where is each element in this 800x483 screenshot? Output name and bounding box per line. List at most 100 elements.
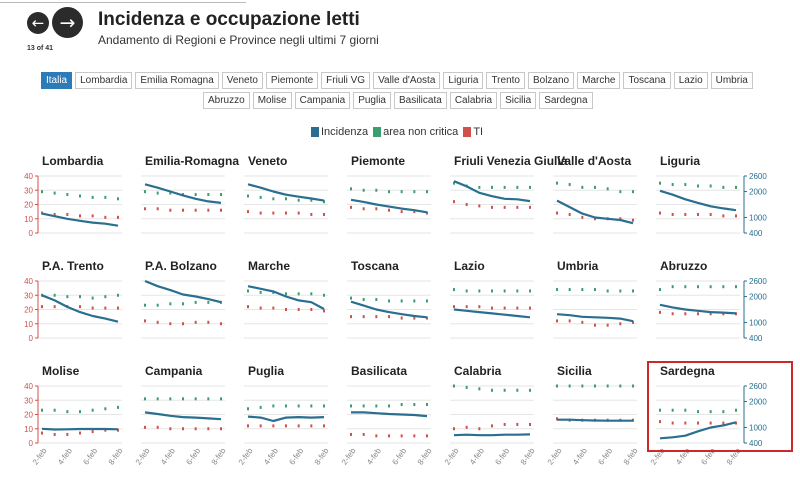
top-rule bbox=[0, 2, 246, 3]
incidenza-line bbox=[247, 285, 325, 310]
panel-title: Veneto bbox=[248, 154, 287, 168]
panel-title: Sicilia bbox=[557, 364, 592, 378]
incidenza-line bbox=[659, 421, 737, 440]
x-axis-tick-label: 8-feb bbox=[107, 446, 125, 467]
tab-piemonte[interactable]: Piemonte bbox=[265, 72, 319, 89]
panel-title: Basilicata bbox=[351, 364, 407, 378]
page-title: Incidenza e occupazione letti bbox=[98, 9, 360, 30]
x-axis-tick-label: 2-feb bbox=[31, 446, 49, 467]
x-axis-tick-label: 4-feb bbox=[468, 446, 486, 467]
panel-title: Emilia-Romagna bbox=[145, 154, 239, 168]
tab-basilicata[interactable]: Basilicata bbox=[394, 92, 447, 109]
panel-title: Lombardia bbox=[42, 154, 104, 168]
legend-label: area non critica bbox=[383, 126, 459, 138]
tab-sicilia[interactable]: Sicilia bbox=[500, 92, 537, 109]
x-axis-tick-label: 6-feb bbox=[81, 446, 99, 467]
tab-bolzano[interactable]: Bolzano bbox=[527, 72, 575, 89]
x-axis-tick-label: 8-feb bbox=[313, 446, 331, 467]
x-axis-tick-label: 6-feb bbox=[184, 446, 202, 467]
left-axis-tick-label: 30 bbox=[24, 291, 33, 300]
tab-friuli-vg[interactable]: Friuli VG bbox=[321, 72, 371, 89]
legend-item-area-non-critica: area non critica bbox=[373, 126, 458, 138]
tab-lombardia[interactable]: Lombardia bbox=[75, 72, 133, 89]
incidenza-line bbox=[453, 308, 531, 319]
incidenza-line bbox=[453, 180, 531, 203]
x-axis-tick-label: 4-feb bbox=[365, 446, 383, 467]
next-arrow-icon[interactable]: → bbox=[52, 7, 83, 38]
incidenza-line bbox=[453, 433, 531, 437]
incidenza-line bbox=[556, 313, 634, 323]
right-axis-tick-label: 2000 bbox=[749, 398, 767, 407]
right-axis-tick-label: 400 bbox=[749, 439, 763, 448]
page-counter: 13 of 41 bbox=[27, 45, 54, 52]
tab-calabria[interactable]: Calabria bbox=[449, 92, 498, 109]
tab-row: Abruzzo Molise Campania Puglia Basilicata Cal… bbox=[41, 92, 761, 109]
panel-title: Lazio bbox=[454, 259, 485, 273]
legend-label: TI bbox=[473, 126, 484, 138]
tab-campania[interactable]: Campania bbox=[294, 92, 351, 109]
left-axis-tick-label: 20 bbox=[24, 306, 33, 315]
tab-toscana[interactable]: Toscana bbox=[623, 72, 671, 89]
right-axis-tick-label: 400 bbox=[749, 334, 763, 343]
panel-title: P.A. Bolzano bbox=[145, 259, 217, 273]
legend-label: Incidenza bbox=[321, 126, 369, 138]
left-axis-tick-label: 40 bbox=[24, 382, 33, 391]
panel-title: Campania bbox=[145, 364, 203, 378]
x-axis-tick-label: 4-feb bbox=[159, 446, 177, 467]
incidenza-line bbox=[556, 199, 634, 225]
tab-italia[interactable]: Italia bbox=[41, 72, 73, 89]
incidenza-line bbox=[659, 189, 737, 212]
panel-title: Umbria bbox=[557, 259, 599, 273]
left-axis-tick-label: 30 bbox=[24, 186, 33, 195]
incidenza-line bbox=[247, 183, 325, 202]
legend-swatch bbox=[373, 127, 382, 137]
left-axis-tick-label: 40 bbox=[24, 172, 33, 181]
tab-marche[interactable]: Marche bbox=[577, 72, 621, 89]
incidenza-line bbox=[144, 411, 222, 421]
right-axis-tick-label: 1000 bbox=[749, 318, 767, 327]
panel-title: Calabria bbox=[454, 364, 502, 378]
tab-puglia[interactable]: Puglia bbox=[353, 92, 391, 109]
x-axis-tick-label: 2-feb bbox=[237, 446, 255, 467]
x-axis-tick-label: 2-feb bbox=[443, 446, 461, 467]
right-axis-tick-label: 2000 bbox=[749, 188, 767, 197]
panel-title: Puglia bbox=[248, 364, 284, 378]
x-axis-tick-label: 8-feb bbox=[622, 446, 640, 467]
incidenza-line bbox=[41, 212, 119, 227]
legend-swatch bbox=[463, 127, 472, 137]
tab-lazio[interactable]: Lazio bbox=[673, 72, 708, 89]
x-axis-tick-label: 6-feb bbox=[596, 446, 614, 467]
legend-item-incidenza: Incidenza bbox=[311, 126, 368, 138]
left-axis-tick-label: 10 bbox=[24, 320, 33, 329]
tab-umbria[interactable]: Umbria bbox=[710, 72, 753, 89]
tab-veneto[interactable]: Veneto bbox=[221, 72, 263, 89]
left-axis-tick-label: 0 bbox=[29, 439, 34, 448]
previous-arrow-icon[interactable]: ← bbox=[27, 12, 49, 34]
incidenza-line bbox=[41, 427, 119, 431]
left-axis-tick-label: 20 bbox=[24, 411, 33, 420]
left-axis-tick-label: 30 bbox=[24, 396, 33, 405]
tab-abruzzo[interactable]: Abruzzo bbox=[203, 92, 250, 109]
right-axis-tick-label: 400 bbox=[749, 229, 763, 238]
panel-title: Sardegna bbox=[660, 364, 715, 378]
incidenza-line bbox=[41, 294, 119, 323]
panel-title: Toscana bbox=[351, 259, 399, 273]
x-axis-tick-label: 2-feb bbox=[340, 446, 358, 467]
panel-title: Abruzzo bbox=[660, 259, 707, 273]
x-axis-tick-label: 4-feb bbox=[571, 446, 589, 467]
tab-sardegna[interactable]: Sardegna bbox=[539, 92, 593, 109]
panel-title: Marche bbox=[248, 259, 290, 273]
incidenza-line bbox=[247, 415, 325, 423]
right-axis-tick-label: 1000 bbox=[749, 213, 767, 222]
tab-row: Italia Lombardia Emilia Romagna Veneto Piemo… bbox=[41, 72, 761, 89]
tab-trento[interactable]: Trento bbox=[486, 72, 525, 89]
tab-molise[interactable]: Molise bbox=[252, 92, 292, 109]
incidenza-line bbox=[351, 411, 428, 418]
tab-valle-d-aosta[interactable]: Valle d'Aosta bbox=[373, 72, 441, 89]
tab-liguria[interactable]: Liguria bbox=[443, 72, 484, 89]
panel-title: Friuli Venezia Giulia bbox=[454, 154, 568, 168]
x-axis-tick-label: 2-feb bbox=[134, 446, 152, 467]
left-axis-tick-label: 0 bbox=[29, 334, 34, 343]
tab-emilia-romagna[interactable]: Emilia Romagna bbox=[135, 72, 219, 89]
